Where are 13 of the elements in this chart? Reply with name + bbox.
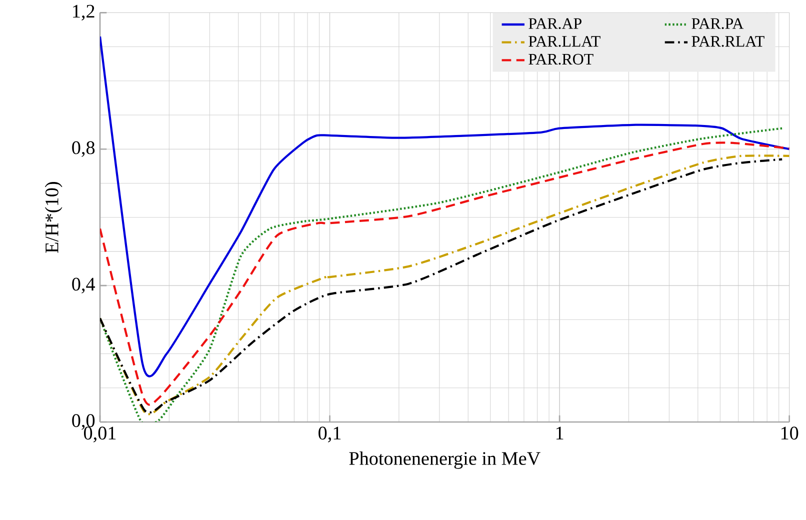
y-tick-label: 1,2 [73,4,94,20]
x-tick-label: 1 [556,426,564,440]
y-axis-title: E/H*(10) [44,182,62,253]
y-tick-label: 0,4 [72,278,96,294]
legend-label: PAR.RLAT [692,36,764,47]
x-axis-title: Photonenenergie in MeV [349,451,540,469]
legend-label: PAR.LLAT [528,36,600,47]
legend-label: PAR.AP [528,18,582,29]
x-tick-label: 10 [781,426,798,440]
legend-label: PAR.PA [692,18,744,29]
y-tick-label: 0,8 [72,141,95,157]
legend-label: PAR.ROT [528,54,594,65]
x-tick-label: 0,1 [318,426,341,442]
